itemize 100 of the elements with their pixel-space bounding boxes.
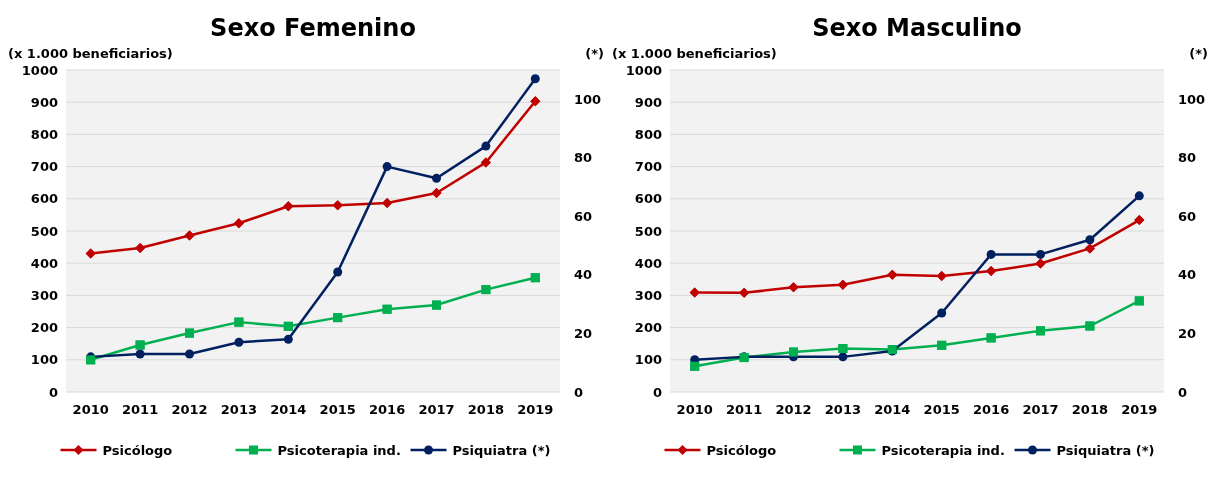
- point: [739, 287, 750, 298]
- x-tick-label: 2018: [1071, 402, 1108, 417]
- point: [1134, 191, 1144, 201]
- point: [234, 337, 244, 347]
- y-tick-label: 1000: [21, 62, 58, 78]
- point: [838, 344, 848, 354]
- point: [332, 200, 343, 211]
- point: [1085, 321, 1095, 331]
- x-tick-label: 2014: [270, 402, 307, 417]
- point: [690, 361, 700, 371]
- point: [689, 287, 700, 298]
- x-tick-label: 2012: [775, 402, 812, 417]
- legend-label: Psicoterapia ind.: [881, 442, 1005, 458]
- point: [1134, 296, 1144, 306]
- chart-title: Sexo Femenino: [210, 14, 416, 42]
- y2-tick-label: 40: [574, 267, 593, 283]
- legend-label: Psicólogo: [102, 442, 173, 458]
- point: [1036, 249, 1045, 259]
- y-tick-label: 200: [30, 320, 58, 336]
- y-tick-label: 700: [30, 159, 58, 175]
- point: [135, 349, 145, 359]
- point: [382, 197, 393, 208]
- y-tick-label: 900: [30, 94, 58, 110]
- x-tick-label: 2017: [418, 402, 455, 417]
- point: [432, 300, 441, 310]
- point: [838, 352, 848, 362]
- point: [480, 157, 491, 168]
- x-tick-label: 2013: [824, 402, 861, 417]
- point: [185, 349, 194, 359]
- point: [1035, 258, 1046, 269]
- y2-tick-label: 20: [574, 326, 593, 341]
- y-tick-label: 300: [634, 287, 662, 303]
- y2-tick-label: 100: [574, 91, 602, 107]
- x-tick-label: 2014: [874, 402, 911, 417]
- point: [85, 248, 96, 259]
- point: [986, 333, 996, 343]
- y-tick-label: 100: [30, 352, 58, 368]
- y-axis-title: (x 1.000 beneficiarios): [612, 46, 777, 61]
- point: [382, 162, 392, 172]
- y2-tick-label: 60: [574, 208, 593, 224]
- y-tick-label: 0: [48, 384, 58, 400]
- x-tick-label: 2015: [923, 402, 960, 417]
- y-tick-label: 900: [634, 94, 662, 110]
- point: [937, 308, 947, 318]
- x-tick-label: 2019: [1121, 402, 1158, 417]
- y-tick-label: 500: [634, 223, 662, 239]
- point: [887, 269, 898, 280]
- point: [283, 201, 294, 212]
- x-tick-label: 2011: [726, 402, 763, 417]
- y2-tick-label: 100: [1178, 91, 1206, 107]
- y-tick-label: 800: [634, 126, 662, 142]
- x-tick-label: 2013: [220, 402, 257, 417]
- x-tick-label: 2011: [122, 402, 159, 417]
- chart-title: Sexo Masculino: [812, 14, 1022, 42]
- point: [431, 188, 442, 198]
- point: [1085, 235, 1095, 245]
- y-tick-label: 600: [634, 191, 662, 207]
- point: [184, 230, 195, 241]
- x-tick-label: 2017: [1022, 402, 1059, 417]
- point: [333, 313, 343, 323]
- y-tick-label: 200: [634, 320, 662, 336]
- point: [234, 317, 244, 327]
- y2-tick-label: 80: [574, 150, 593, 166]
- point: [530, 74, 540, 84]
- point: [986, 265, 997, 276]
- point: [1036, 326, 1045, 336]
- point: [986, 249, 996, 259]
- y2-axis-title: (*): [585, 46, 604, 61]
- point: [530, 273, 540, 283]
- y-tick-label: 100: [634, 352, 662, 368]
- y-tick-label: 400: [634, 255, 662, 271]
- y2-tick-label: 40: [1178, 267, 1197, 283]
- point: [333, 267, 343, 277]
- y-axis-title: (x 1.000 beneficiarios): [8, 46, 173, 61]
- point: [432, 173, 441, 183]
- x-tick-label: 2012: [171, 402, 208, 417]
- y-tick-label: 0: [652, 384, 662, 400]
- x-tick-label: 2015: [319, 402, 356, 417]
- x-tick-label: 2018: [467, 402, 504, 417]
- point: [936, 271, 947, 282]
- point: [837, 279, 848, 290]
- legend-label: Psicólogo: [706, 442, 777, 458]
- legend-label: Psiquiatra (*): [452, 442, 551, 458]
- y2-tick-label: 0: [574, 384, 584, 400]
- x-tick-label: 2010: [676, 402, 713, 417]
- y-tick-label: 300: [30, 287, 58, 303]
- y2-axis-title: (*): [1189, 46, 1208, 61]
- y2-tick-label: 80: [1178, 150, 1197, 166]
- y-tick-label: 1000: [625, 62, 662, 78]
- point: [185, 328, 194, 338]
- y-tick-label: 400: [30, 255, 58, 271]
- y2-tick-label: 20: [1178, 326, 1197, 341]
- point: [481, 141, 491, 151]
- point: [1084, 243, 1095, 254]
- point: [1134, 215, 1145, 226]
- point: [233, 218, 244, 229]
- x-tick-label: 2019: [517, 402, 554, 417]
- point: [135, 243, 146, 254]
- point: [135, 340, 145, 350]
- point: [283, 334, 293, 344]
